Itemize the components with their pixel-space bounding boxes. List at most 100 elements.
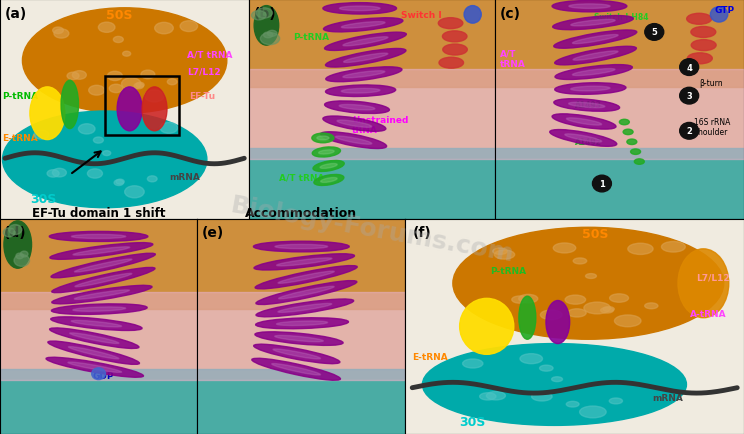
Ellipse shape — [251, 358, 341, 380]
Ellipse shape — [46, 358, 144, 378]
Ellipse shape — [52, 268, 155, 293]
Ellipse shape — [134, 84, 144, 89]
Ellipse shape — [52, 286, 152, 304]
Polygon shape — [249, 149, 495, 219]
Ellipse shape — [50, 243, 153, 260]
Circle shape — [680, 59, 699, 76]
Ellipse shape — [260, 33, 280, 46]
Text: 30S: 30S — [30, 193, 57, 206]
Ellipse shape — [30, 88, 65, 140]
Ellipse shape — [565, 296, 586, 305]
Ellipse shape — [555, 47, 636, 66]
Ellipse shape — [277, 258, 332, 266]
Ellipse shape — [312, 148, 341, 158]
Ellipse shape — [609, 398, 623, 404]
Polygon shape — [0, 370, 197, 434]
Ellipse shape — [480, 393, 496, 400]
Ellipse shape — [144, 91, 164, 103]
Ellipse shape — [254, 254, 354, 270]
Ellipse shape — [691, 27, 716, 38]
Ellipse shape — [600, 308, 613, 313]
Ellipse shape — [20, 252, 28, 257]
Ellipse shape — [572, 36, 618, 45]
Ellipse shape — [68, 362, 121, 372]
Circle shape — [645, 25, 664, 41]
Ellipse shape — [273, 349, 321, 359]
Ellipse shape — [167, 79, 177, 85]
Text: mRNA: mRNA — [652, 393, 684, 402]
Text: E-tRNA: E-tRNA — [412, 352, 448, 361]
Ellipse shape — [155, 23, 173, 35]
Text: P-tRNA: P-tRNA — [293, 33, 330, 42]
Ellipse shape — [603, 307, 615, 312]
Ellipse shape — [343, 72, 385, 79]
Text: 3: 3 — [686, 92, 692, 101]
Ellipse shape — [3, 228, 15, 237]
Ellipse shape — [339, 105, 375, 111]
Text: A/T tRNA: A/T tRNA — [187, 50, 232, 59]
Ellipse shape — [569, 5, 610, 10]
Ellipse shape — [4, 221, 31, 269]
Ellipse shape — [661, 242, 685, 253]
Ellipse shape — [568, 103, 605, 108]
Ellipse shape — [318, 151, 334, 155]
Ellipse shape — [325, 49, 406, 68]
Ellipse shape — [687, 14, 711, 25]
Ellipse shape — [566, 401, 579, 407]
Text: Switch I-H84: Switch I-H84 — [594, 13, 649, 22]
Ellipse shape — [568, 309, 586, 317]
Polygon shape — [197, 219, 405, 309]
Polygon shape — [197, 370, 405, 434]
Text: (f): (f) — [412, 226, 431, 240]
Ellipse shape — [326, 68, 402, 82]
Ellipse shape — [321, 178, 337, 183]
Text: GDP: GDP — [93, 372, 114, 381]
Text: β-turn: β-turn — [699, 79, 722, 88]
Ellipse shape — [691, 40, 716, 52]
Ellipse shape — [89, 86, 105, 96]
Ellipse shape — [423, 344, 687, 425]
Ellipse shape — [554, 243, 576, 253]
Ellipse shape — [256, 318, 348, 329]
Ellipse shape — [580, 406, 606, 418]
Ellipse shape — [631, 150, 641, 155]
Ellipse shape — [550, 130, 617, 147]
Text: Switch I: Switch I — [402, 11, 442, 20]
Ellipse shape — [142, 88, 167, 132]
Ellipse shape — [539, 365, 553, 372]
Ellipse shape — [320, 164, 337, 169]
Ellipse shape — [443, 45, 467, 56]
Text: EF-Tu: EF-Tu — [190, 92, 216, 101]
Text: Biology-Forums.com: Biology-Forums.com — [228, 193, 516, 267]
Ellipse shape — [16, 253, 23, 259]
Ellipse shape — [117, 88, 142, 132]
Ellipse shape — [71, 235, 126, 239]
Ellipse shape — [103, 151, 111, 156]
Ellipse shape — [552, 115, 616, 130]
Ellipse shape — [324, 102, 389, 114]
Ellipse shape — [324, 33, 406, 51]
Ellipse shape — [551, 377, 562, 382]
Text: (a): (a) — [5, 7, 28, 20]
Ellipse shape — [314, 175, 344, 186]
Ellipse shape — [74, 260, 132, 273]
Ellipse shape — [256, 9, 272, 19]
Text: P-tRNA: P-tRNA — [490, 266, 526, 275]
Ellipse shape — [341, 23, 385, 29]
Ellipse shape — [635, 159, 644, 165]
Ellipse shape — [343, 38, 388, 47]
Text: 50S: 50S — [106, 9, 133, 22]
Ellipse shape — [78, 125, 95, 135]
Ellipse shape — [53, 28, 63, 35]
Ellipse shape — [74, 290, 129, 299]
Text: A-tRNA: A-tRNA — [690, 309, 726, 318]
Ellipse shape — [520, 354, 542, 364]
Ellipse shape — [623, 130, 633, 135]
Ellipse shape — [325, 86, 396, 97]
Ellipse shape — [609, 294, 629, 302]
Ellipse shape — [141, 71, 155, 79]
Ellipse shape — [464, 7, 481, 24]
Ellipse shape — [324, 19, 403, 33]
Text: (d): (d) — [4, 226, 27, 240]
Ellipse shape — [573, 52, 618, 61]
